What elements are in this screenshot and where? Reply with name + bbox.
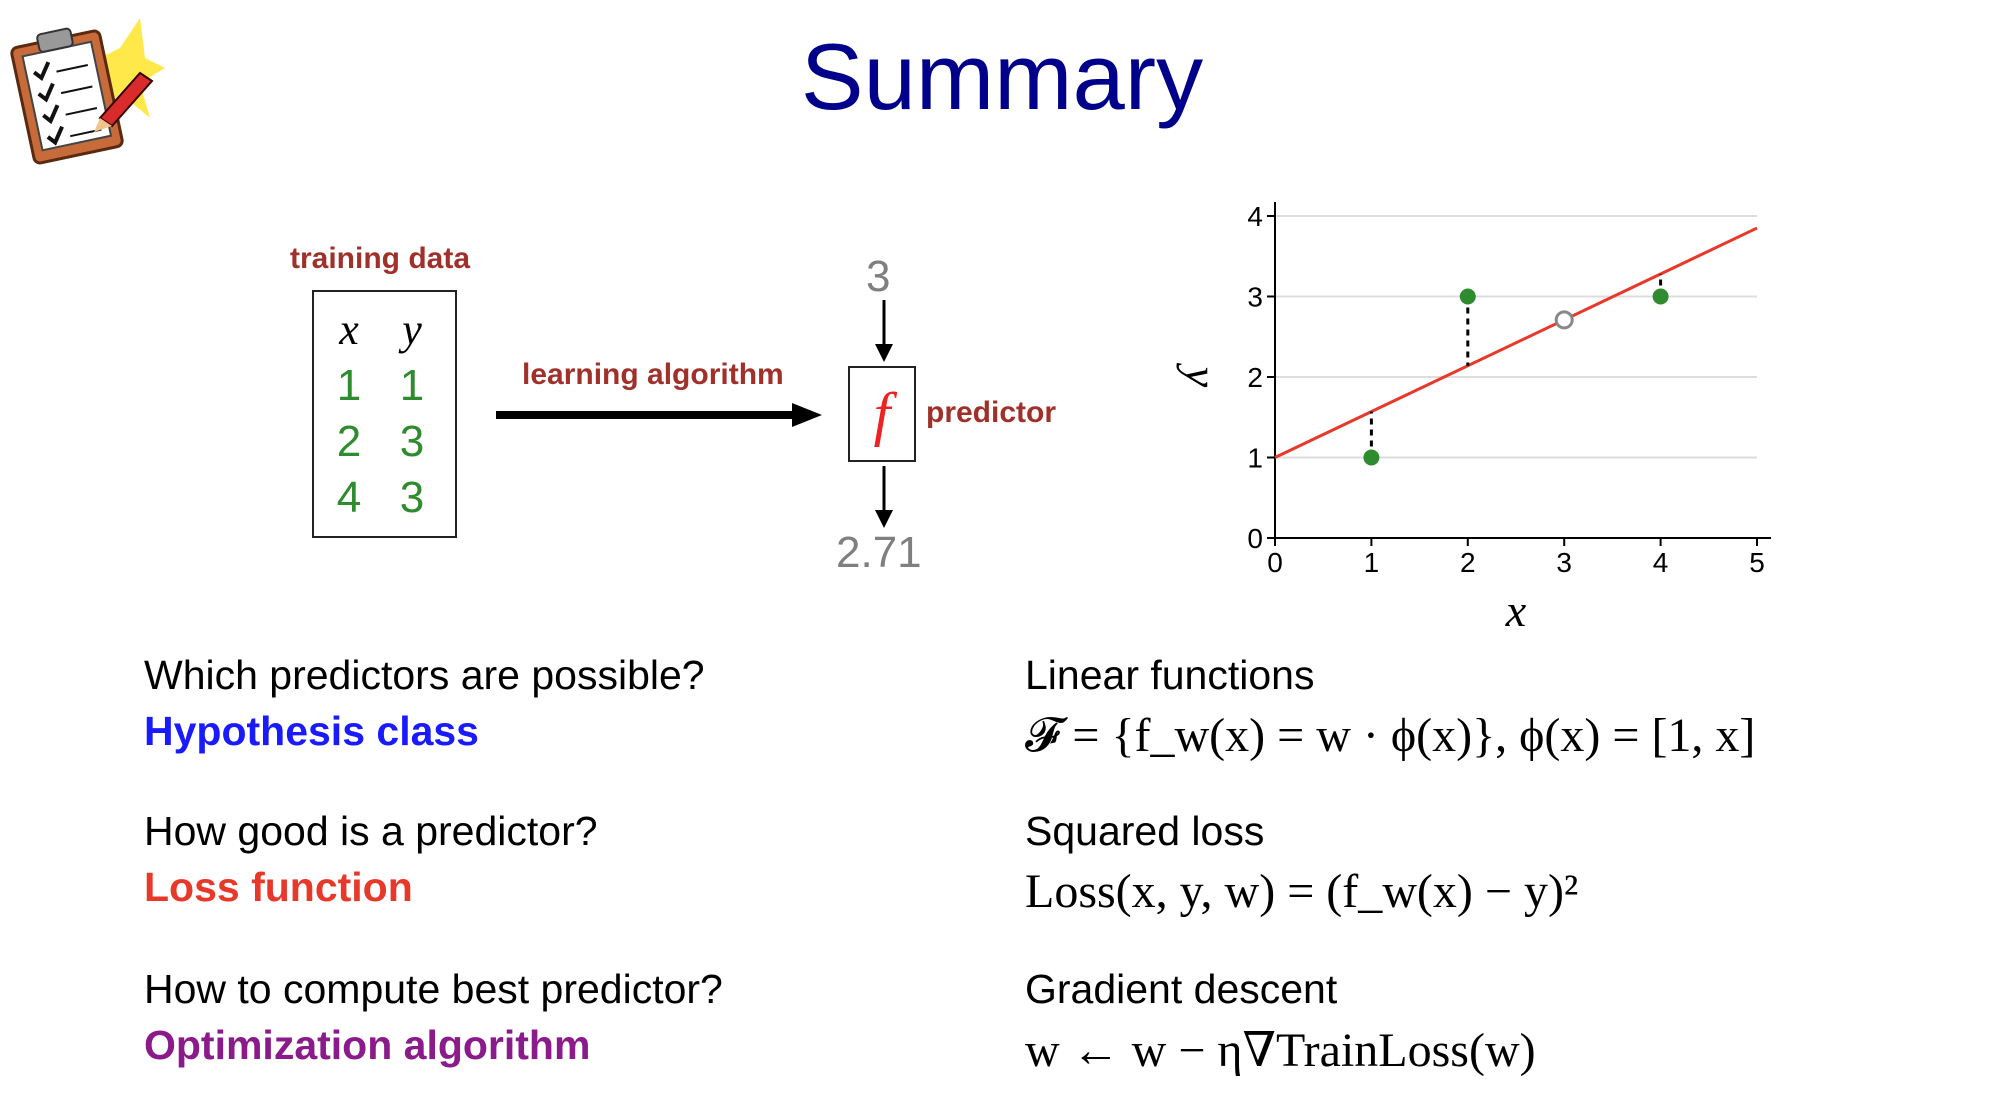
question-optimization: How to compute best predictor? bbox=[144, 966, 723, 1012]
table-cell: 2 bbox=[336, 417, 362, 466]
learning-algorithm-label: learning algorithm bbox=[522, 358, 784, 391]
y-tick-label: 0 bbox=[1247, 523, 1263, 554]
y-tick-label: 2 bbox=[1247, 362, 1263, 393]
table-header-y: y bbox=[402, 305, 422, 354]
data-point bbox=[1363, 449, 1380, 466]
table-cell: 3 bbox=[399, 417, 425, 466]
x-tick-label: 2 bbox=[1460, 547, 1476, 578]
fit-line bbox=[1274, 226, 1758, 459]
y-tick-label: 4 bbox=[1247, 201, 1263, 232]
input-arrow bbox=[875, 300, 893, 362]
y-tick-label: 1 bbox=[1247, 443, 1263, 474]
data-point bbox=[1652, 288, 1669, 305]
output-arrow bbox=[875, 466, 893, 528]
x-tick-label: 4 bbox=[1653, 547, 1669, 578]
table-cell: 1 bbox=[336, 361, 362, 410]
table-header-x: x bbox=[339, 305, 359, 354]
table-cell: 1 bbox=[399, 361, 425, 410]
answer-loss-function: Loss function bbox=[144, 864, 413, 910]
learning-algorithm-arrow bbox=[496, 403, 822, 427]
regression-chart: 0 1 2 3 4 5 0 1 2 3 4 x y bbox=[1176, 201, 1771, 630]
formula-loss: Loss(x, y, w) = (f_w(x) − y)² bbox=[1025, 865, 1579, 918]
predictor-label: predictor bbox=[926, 396, 1057, 429]
y-tick-label: 3 bbox=[1247, 282, 1263, 313]
y-axis-label: y bbox=[1176, 363, 1227, 388]
question-hypothesis: Which predictors are possible? bbox=[144, 652, 705, 698]
method-linear-functions: Linear functions bbox=[1025, 652, 1315, 698]
training-data-label: training data bbox=[290, 242, 471, 275]
answer-hypothesis-class: Hypothesis class bbox=[144, 708, 479, 754]
table-cell: 4 bbox=[336, 473, 362, 522]
input-value: 3 bbox=[866, 252, 891, 301]
formula-hypothesis: 𝓕 = {f_w(x) = w · ϕ(x)}, ϕ(x) = [1, x] bbox=[1025, 709, 1756, 762]
x-axis-label: x bbox=[1505, 585, 1527, 630]
data-point bbox=[1459, 288, 1476, 305]
x-tick-label: 5 bbox=[1749, 547, 1765, 578]
prediction-point bbox=[1554, 310, 1574, 330]
method-squared-loss: Squared loss bbox=[1025, 808, 1265, 854]
x-tick-label: 0 bbox=[1267, 547, 1283, 578]
answer-optimization-algorithm: Optimization algorithm bbox=[144, 1022, 591, 1068]
output-value: 2.71 bbox=[836, 528, 922, 577]
x-tick-label: 3 bbox=[1556, 547, 1572, 578]
x-tick-label: 1 bbox=[1364, 547, 1380, 578]
formula-gradient-descent: w ← w − η∇TrainLoss(w) bbox=[1025, 1024, 1536, 1077]
method-gradient-descent: Gradient descent bbox=[1025, 966, 1338, 1012]
page-title: Summary bbox=[800, 24, 1204, 129]
predictor-box: f bbox=[848, 366, 916, 462]
clipboard-checklist-icon bbox=[10, 18, 165, 165]
table-cell: 3 bbox=[399, 473, 425, 522]
question-loss: How good is a predictor? bbox=[144, 808, 598, 854]
training-data-table: x y 1 1 2 3 4 3 bbox=[312, 290, 457, 538]
